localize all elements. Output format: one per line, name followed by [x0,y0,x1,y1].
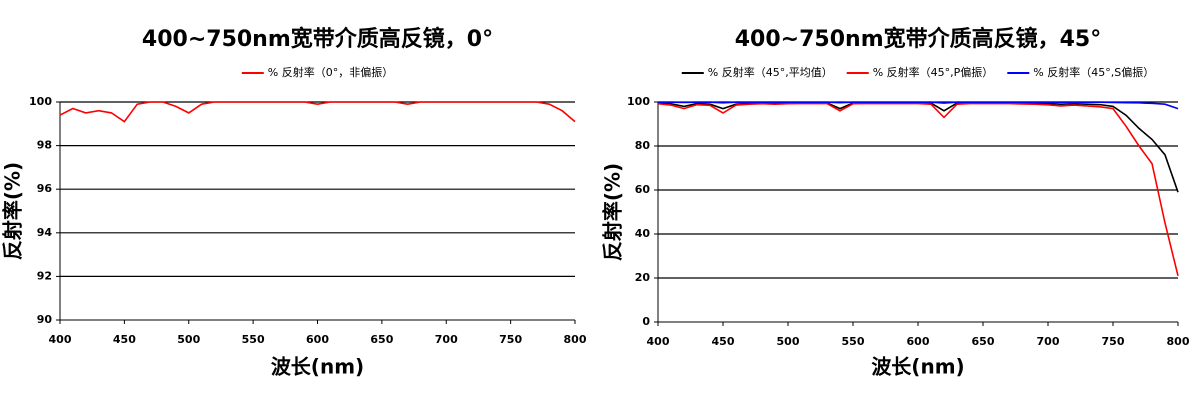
x-tick-label: 500 [177,333,200,346]
x-tick-label: 800 [1167,335,1190,348]
y-axis-label: 反射率(%) [1,162,25,260]
x-tick-label: 700 [1037,335,1060,348]
x-tick-label: 600 [907,335,930,348]
x-tick-label: 650 [972,335,995,348]
x-tick-label: 750 [499,333,522,346]
x-tick-label: 700 [435,333,458,346]
x-tick-label: 400 [647,335,670,348]
x-tick-label: 550 [242,333,265,346]
x-axis-label: 波长(nm) [871,355,964,379]
series-line [657,102,1179,193]
x-tick-label: 450 [113,333,136,346]
x-axis-label: 波长(nm) [271,355,364,379]
y-tick-label: 92 [37,269,52,282]
x-tick-label: 400 [49,333,72,346]
legend-label: % 反射率（45°,S偏振） [1033,65,1154,79]
chart-title: 400~750nm宽带介质高反镜，0° [142,26,493,52]
series-line [59,101,576,123]
x-tick-label: 650 [370,333,393,346]
series-line [658,101,1179,110]
y-tick-label: 96 [37,182,53,195]
y-tick-label: 90 [37,313,53,326]
x-tick-label: 600 [306,333,329,346]
x-tick-label: 800 [564,333,587,346]
y-tick-label: 0 [642,315,650,328]
y-tick-label: 40 [635,227,651,240]
y-tick-label: 60 [635,183,651,196]
series-line [657,102,1179,276]
legend-label: % 反射率（0°，非偏振） [268,65,393,79]
chart-title: 400~750nm宽带介质高反镜，45° [735,26,1101,52]
legend-label: % 反射率（45°,平均值） [708,65,833,79]
x-tick-label: 450 [712,335,735,348]
y-tick-label: 20 [635,271,651,284]
y-tick-label: 98 [37,139,52,152]
y-tick-label: 94 [37,226,53,239]
y-axis-label: 反射率(%) [601,163,625,261]
x-tick-label: 750 [1102,335,1125,348]
y-tick-label: 100 [29,95,52,108]
y-tick-label: 80 [635,139,651,152]
x-tick-label: 550 [842,335,865,348]
legend-label: % 反射率（45°,P偏振） [873,65,994,79]
x-tick-label: 500 [777,335,800,348]
y-tick-label: 100 [627,95,650,108]
